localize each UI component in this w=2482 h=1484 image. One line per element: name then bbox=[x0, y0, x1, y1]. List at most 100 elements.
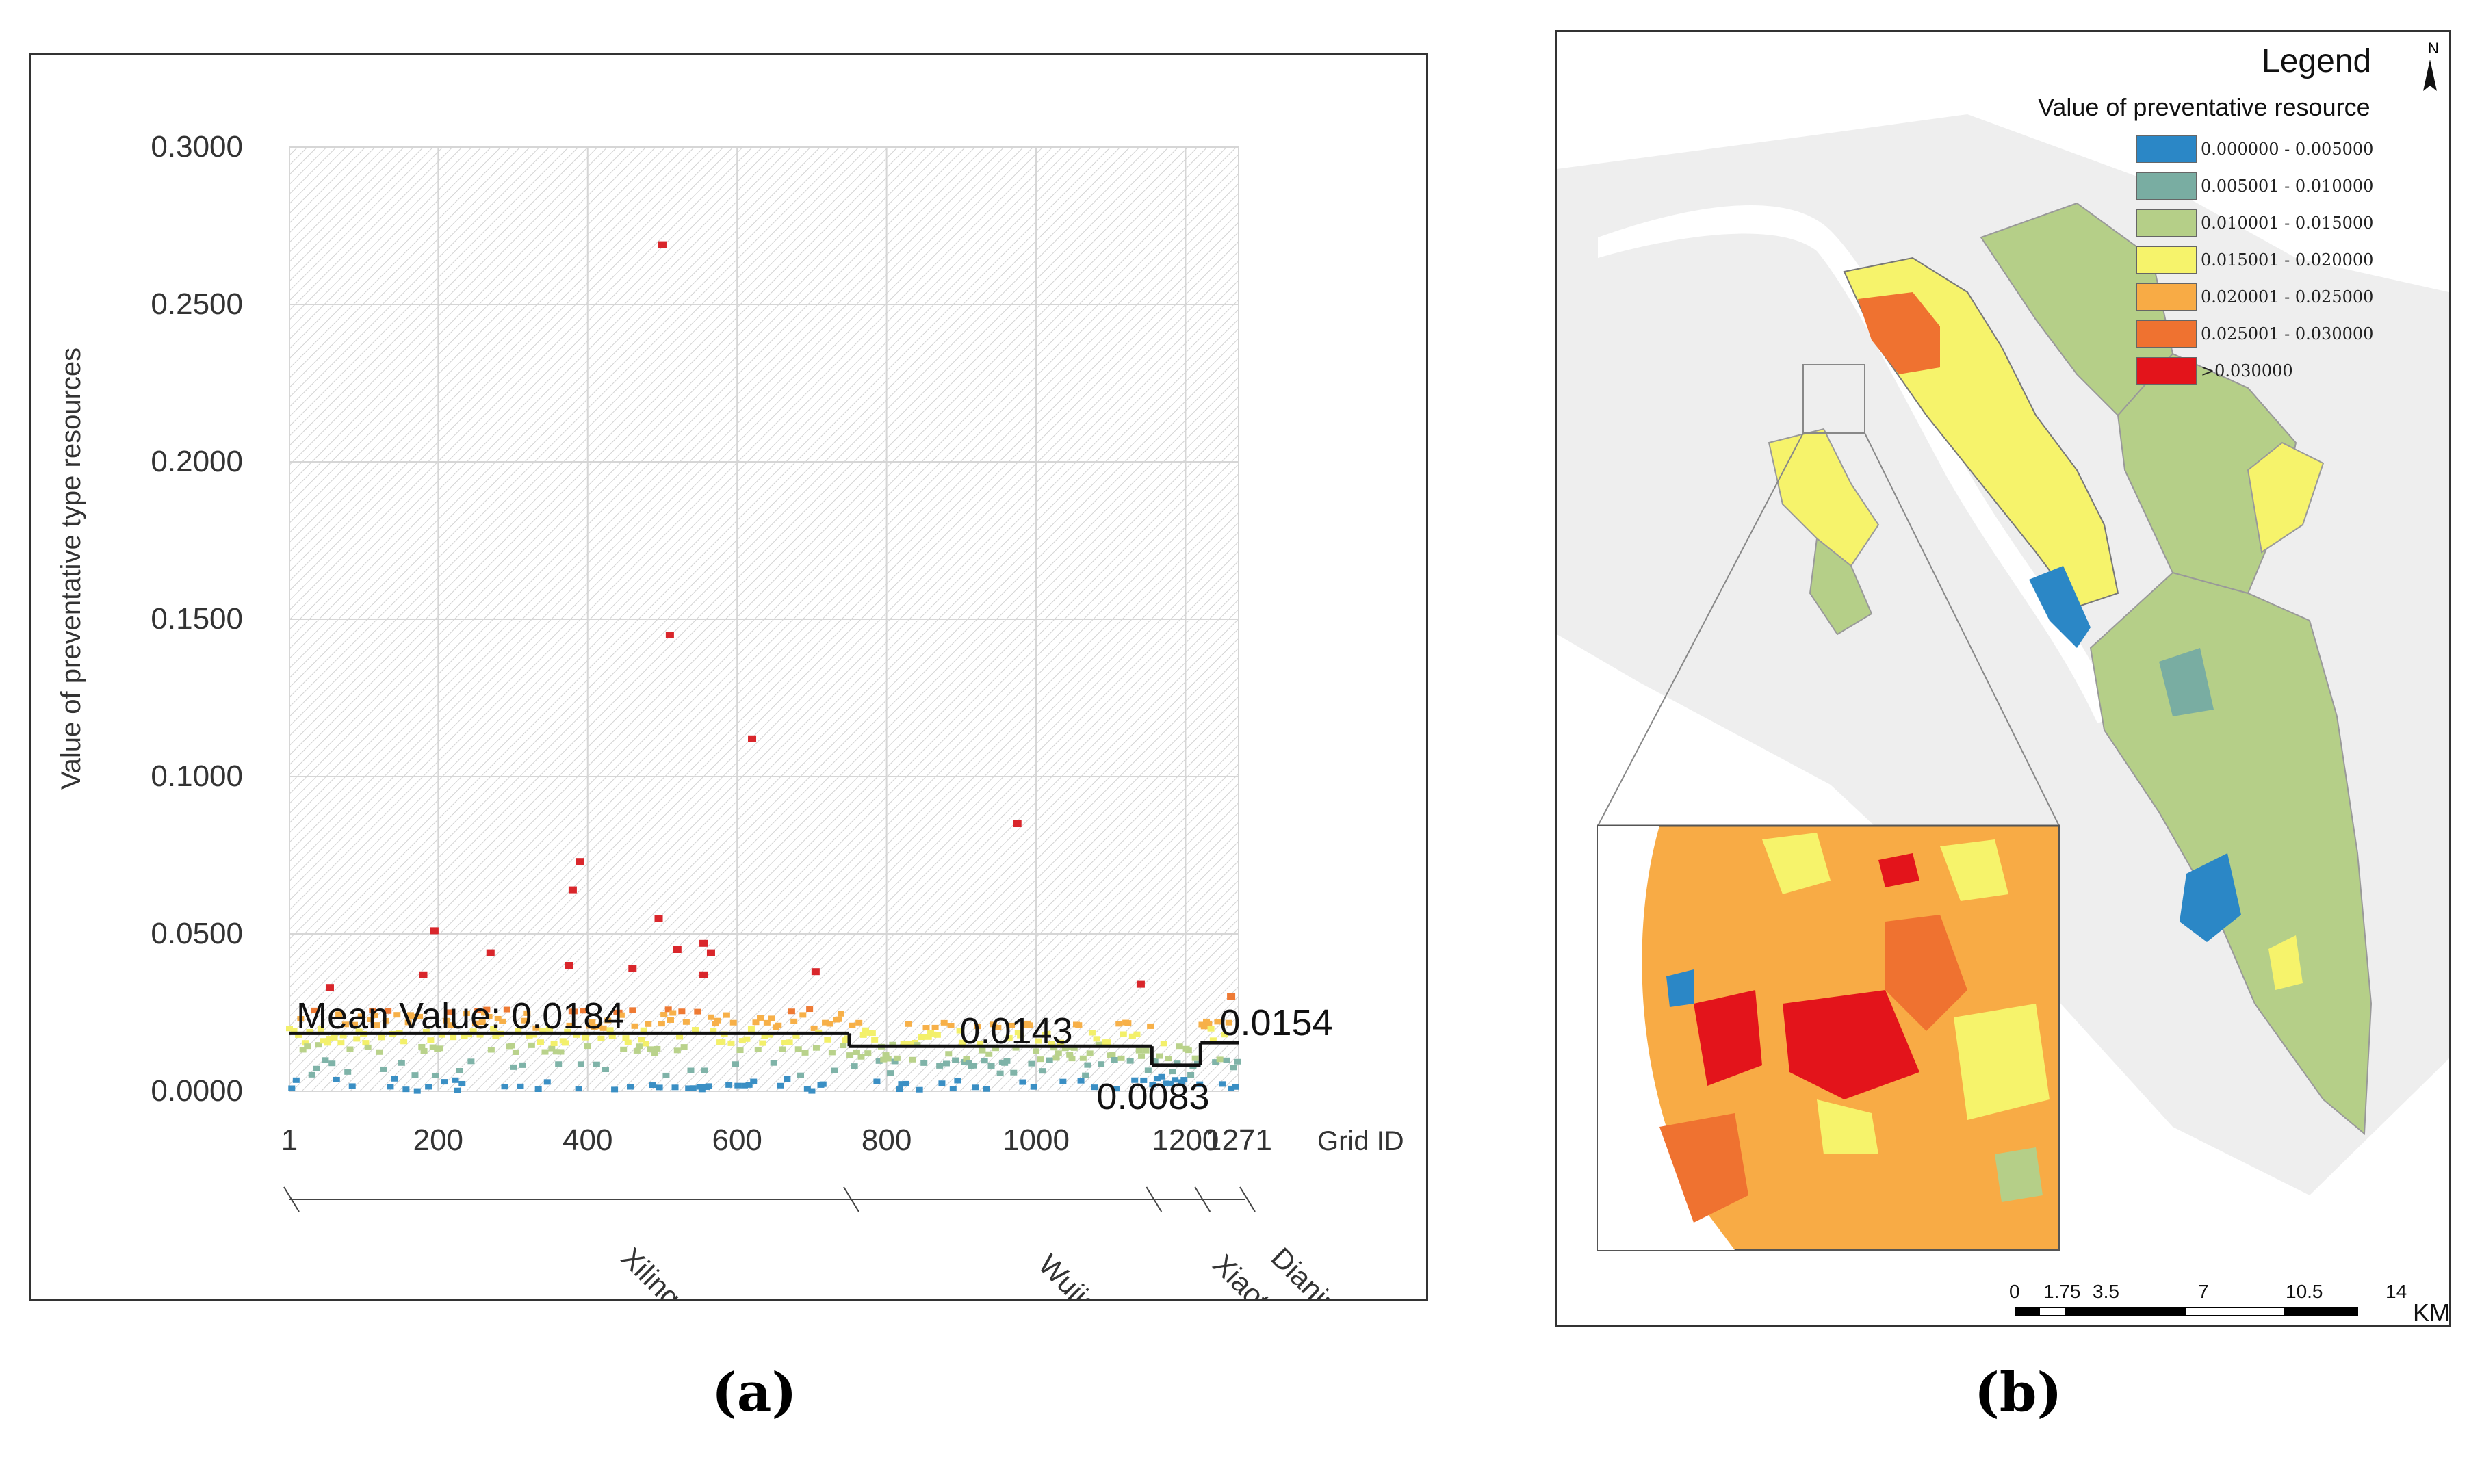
data-point bbox=[940, 1019, 948, 1026]
data-point bbox=[1079, 1055, 1087, 1061]
data-point bbox=[685, 1085, 693, 1091]
scale-tick-label: 3.5 bbox=[2093, 1281, 2119, 1302]
data-point bbox=[429, 1044, 437, 1050]
data-point bbox=[905, 1021, 912, 1027]
y-tick-label: 0.3000 bbox=[151, 130, 243, 164]
data-points bbox=[286, 241, 1241, 1094]
data-point-outlier bbox=[699, 939, 708, 947]
data-point bbox=[738, 1038, 746, 1044]
data-point bbox=[290, 1028, 298, 1034]
data-point bbox=[416, 1013, 424, 1019]
data-point bbox=[1234, 1058, 1241, 1065]
data-point-outlier bbox=[565, 962, 573, 969]
data-point bbox=[777, 1082, 784, 1089]
data-point bbox=[873, 1078, 881, 1084]
scale-bar bbox=[2015, 1307, 2358, 1316]
data-point bbox=[846, 1052, 854, 1058]
data-point bbox=[301, 1040, 309, 1046]
data-point bbox=[548, 1045, 556, 1052]
data-point bbox=[806, 1006, 814, 1013]
data-point bbox=[485, 1013, 493, 1019]
data-point bbox=[682, 1019, 690, 1025]
data-point bbox=[450, 1034, 457, 1041]
data-point bbox=[1026, 1022, 1033, 1028]
legend-label: 0.015001 - 0.020000 bbox=[2201, 250, 2374, 270]
data-point bbox=[1057, 1039, 1065, 1045]
data-point bbox=[295, 1032, 302, 1038]
data-point bbox=[1017, 1032, 1024, 1039]
region-yellow-east bbox=[2247, 441, 2325, 554]
data-point bbox=[1066, 1052, 1074, 1058]
data-point bbox=[1149, 1082, 1156, 1088]
data-point bbox=[1144, 1067, 1152, 1073]
data-point bbox=[729, 1019, 737, 1026]
data-point bbox=[925, 1034, 932, 1040]
data-point bbox=[478, 1019, 486, 1026]
data-point-outlier bbox=[699, 971, 708, 978]
scale-tick-label: 10.5 bbox=[2286, 1281, 2323, 1302]
data-point bbox=[660, 1012, 668, 1018]
data-point bbox=[413, 1088, 421, 1094]
data-point bbox=[970, 1063, 977, 1069]
data-point bbox=[546, 1026, 554, 1032]
data-point bbox=[862, 1027, 870, 1033]
data-point bbox=[534, 1086, 542, 1092]
data-point bbox=[436, 1045, 443, 1052]
data-point bbox=[979, 1047, 986, 1054]
data-point bbox=[1156, 1053, 1163, 1059]
data-point bbox=[705, 1083, 712, 1089]
data-point bbox=[1140, 1077, 1148, 1083]
data-point bbox=[654, 1045, 661, 1052]
data-point bbox=[996, 1070, 1004, 1076]
data-point bbox=[903, 1080, 910, 1086]
scale-tick-label: 7 bbox=[2198, 1281, 2209, 1302]
data-point bbox=[1163, 1080, 1170, 1086]
data-point bbox=[754, 1046, 762, 1052]
data-point bbox=[664, 1006, 672, 1013]
north-label: N bbox=[2428, 40, 2439, 57]
data-point bbox=[1200, 1024, 1208, 1030]
data-point bbox=[1120, 1031, 1127, 1037]
data-point bbox=[645, 1021, 652, 1027]
legend-item: 0.010001 - 0.015000 bbox=[2136, 208, 2373, 238]
data-point bbox=[409, 1013, 417, 1019]
mean-value-label: Mean Value: 0.0184 bbox=[296, 995, 624, 1037]
data-point bbox=[577, 1061, 584, 1067]
south-blue-cluster bbox=[2180, 853, 2241, 942]
legend-swatch bbox=[2136, 209, 2197, 237]
data-point bbox=[694, 1008, 701, 1015]
data-point bbox=[1005, 1034, 1013, 1041]
data-point bbox=[1030, 1084, 1037, 1090]
data-point bbox=[331, 1034, 338, 1041]
data-point bbox=[1088, 1030, 1096, 1036]
data-point bbox=[391, 1076, 398, 1082]
data-point bbox=[898, 1081, 905, 1087]
data-point bbox=[519, 1062, 526, 1068]
y-axis-label: Value of preventative type resources bbox=[56, 348, 86, 790]
data-point bbox=[490, 1026, 497, 1032]
data-point bbox=[801, 1050, 809, 1056]
data-point bbox=[1033, 1048, 1040, 1054]
data-point bbox=[763, 1019, 771, 1026]
data-point-outlier bbox=[576, 858, 584, 865]
data-point bbox=[467, 1058, 475, 1065]
data-point bbox=[517, 1083, 524, 1089]
data-point bbox=[595, 1024, 603, 1030]
district-label: Wujiagang bbox=[1033, 1248, 1151, 1299]
map-graphic bbox=[1557, 60, 2449, 1316]
legend-item: 0.000000 - 0.005000 bbox=[2136, 134, 2373, 164]
data-point bbox=[1209, 1037, 1217, 1043]
data-point bbox=[286, 1026, 293, 1032]
legend-label: >0.030000 bbox=[2201, 361, 2293, 380]
data-point bbox=[333, 1076, 340, 1082]
data-point bbox=[831, 1067, 838, 1073]
data-point bbox=[1113, 1086, 1120, 1092]
data-point bbox=[599, 1025, 607, 1031]
data-point bbox=[963, 1056, 970, 1062]
data-point bbox=[1221, 1032, 1228, 1038]
data-point bbox=[920, 1060, 928, 1066]
data-point bbox=[794, 1046, 802, 1052]
legend-item: 0.005001 - 0.010000 bbox=[2136, 171, 2373, 201]
